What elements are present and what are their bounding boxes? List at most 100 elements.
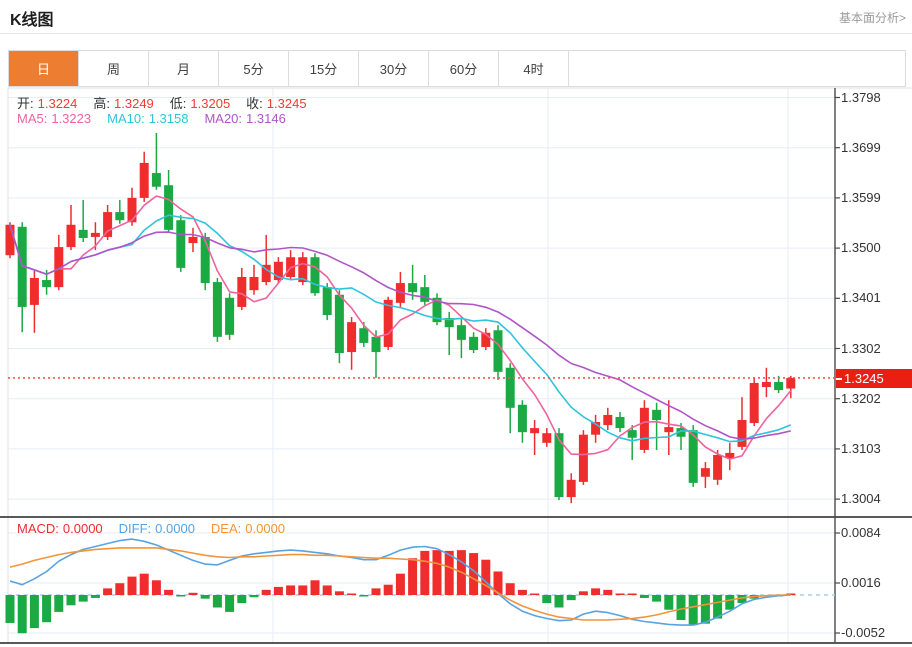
- candle[interactable]: [42, 280, 52, 288]
- candle[interactable]: [725, 452, 735, 459]
- candle[interactable]: [103, 212, 113, 237]
- macd-bar: [676, 595, 686, 620]
- candle[interactable]: [17, 226, 27, 307]
- macd-bar: [383, 584, 393, 595]
- candle[interactable]: [432, 297, 442, 323]
- macd-bar: [530, 593, 540, 595]
- candle[interactable]: [237, 277, 247, 307]
- candle[interactable]: [481, 332, 491, 347]
- candle[interactable]: [688, 430, 698, 483]
- candle[interactable]: [164, 185, 174, 230]
- candle[interactable]: [505, 367, 515, 408]
- tab-30分[interactable]: 30分: [359, 51, 429, 86]
- legend-value: 1.3249: [114, 96, 154, 111]
- tab-日[interactable]: 日: [9, 51, 79, 86]
- candle[interactable]: [66, 224, 76, 248]
- candle[interactable]: [176, 220, 186, 268]
- tab-60分[interactable]: 60分: [429, 51, 499, 86]
- candle[interactable]: [664, 427, 674, 433]
- price-axis-tick-label: 1.3699: [841, 139, 881, 155]
- legend-label: 收:: [246, 96, 263, 111]
- candle[interactable]: [408, 283, 418, 293]
- candle[interactable]: [347, 322, 357, 353]
- legend-item: 收: 1.3245: [246, 93, 306, 112]
- macd-bar: [591, 588, 601, 595]
- candle[interactable]: [29, 278, 39, 305]
- tab-5分[interactable]: 5分: [219, 51, 289, 86]
- candle[interactable]: [676, 428, 686, 437]
- tab-周[interactable]: 周: [79, 51, 149, 86]
- tab-月[interactable]: 月: [149, 51, 219, 86]
- candle[interactable]: [115, 212, 125, 221]
- candle[interactable]: [249, 277, 259, 291]
- candle[interactable]: [310, 257, 320, 294]
- macd-bar: [408, 558, 418, 595]
- candle[interactable]: [542, 433, 552, 443]
- candle[interactable]: [151, 173, 161, 187]
- candle[interactable]: [530, 428, 540, 434]
- macd-bar: [444, 550, 454, 595]
- candle[interactable]: [639, 407, 649, 450]
- macd-bar: [115, 583, 125, 595]
- fundamental-analysis-link[interactable]: 基本面分析>: [838, 11, 906, 25]
- candle[interactable]: [78, 229, 88, 238]
- candle[interactable]: [444, 318, 454, 328]
- candle[interactable]: [615, 416, 625, 429]
- candle[interactable]: [591, 422, 601, 435]
- candle[interactable]: [652, 409, 662, 420]
- macd-bar: [700, 595, 710, 624]
- tab-15分[interactable]: 15分: [289, 51, 359, 86]
- macd-bar: [420, 550, 430, 595]
- candle[interactable]: [334, 294, 344, 354]
- candle[interactable]: [603, 414, 613, 426]
- price-axis-tick-label: 1.3500: [841, 240, 881, 256]
- candle[interactable]: [469, 336, 479, 351]
- candle[interactable]: [298, 257, 308, 283]
- candle[interactable]: [420, 287, 430, 302]
- candle[interactable]: [493, 330, 503, 372]
- candle[interactable]: [517, 404, 527, 433]
- candle[interactable]: [139, 162, 149, 198]
- legend-value: 1.3245: [266, 96, 307, 111]
- candle[interactable]: [359, 328, 369, 343]
- candle[interactable]: [225, 297, 235, 335]
- candle[interactable]: [456, 325, 466, 340]
- candle[interactable]: [700, 468, 710, 477]
- candle[interactable]: [627, 430, 637, 438]
- tab-4时[interactable]: 4时: [499, 51, 569, 86]
- candle[interactable]: [273, 261, 283, 281]
- candle[interactable]: [261, 264, 271, 283]
- candle[interactable]: [737, 419, 747, 447]
- candle[interactable]: [578, 434, 588, 482]
- candle[interactable]: [774, 381, 784, 391]
- candle[interactable]: [566, 479, 576, 498]
- legend-label: MA10:: [107, 111, 145, 126]
- macd-bar: [639, 595, 649, 598]
- candle[interactable]: [127, 197, 137, 223]
- macd-bar: [469, 553, 479, 595]
- candle[interactable]: [383, 299, 393, 347]
- ma20-line: [9, 224, 791, 441]
- legend-value: 0.0000: [155, 521, 195, 536]
- price-axis-tick-label: 1.3103: [841, 440, 881, 456]
- candle[interactable]: [786, 377, 796, 389]
- candle[interactable]: [554, 433, 564, 498]
- macd-bar: [42, 595, 52, 623]
- macd-bar: [310, 580, 320, 595]
- candle[interactable]: [761, 381, 771, 388]
- candle[interactable]: [90, 232, 100, 237]
- candle[interactable]: [212, 282, 222, 337]
- candle[interactable]: [5, 224, 15, 256]
- candle[interactable]: [322, 287, 332, 316]
- candle[interactable]: [371, 336, 381, 353]
- candle[interactable]: [54, 247, 64, 288]
- macd-bar: [688, 595, 698, 626]
- legend-item: MA10: 1.3158: [107, 111, 188, 126]
- candle[interactable]: [200, 236, 210, 284]
- candle[interactable]: [749, 382, 759, 424]
- candle[interactable]: [188, 236, 198, 244]
- candle[interactable]: [713, 454, 723, 480]
- macd-bar: [505, 583, 515, 595]
- macd-bar: [261, 589, 271, 595]
